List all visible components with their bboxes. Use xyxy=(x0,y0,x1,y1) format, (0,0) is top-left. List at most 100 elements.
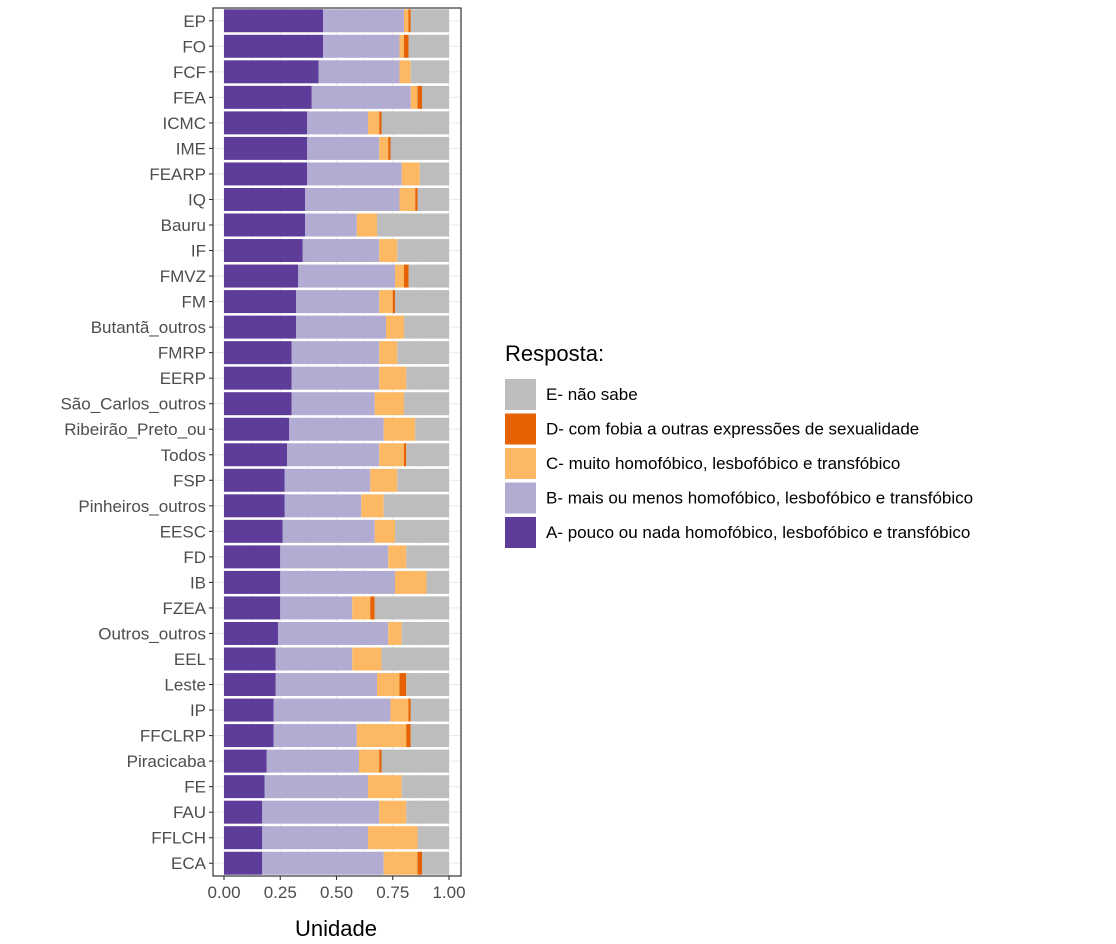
y-tick-label: FMVZ xyxy=(160,267,206,286)
bar-segment xyxy=(408,264,449,288)
bar-segment xyxy=(410,85,418,109)
y-tick-label: FFLCH xyxy=(151,829,206,848)
bar-segment xyxy=(399,187,416,211)
bar-segment xyxy=(224,749,267,773)
y-tick-label: FO xyxy=(182,37,206,56)
legend-swatch xyxy=(505,482,536,514)
bar-segment xyxy=(361,494,384,518)
bar-segment xyxy=(404,443,407,467)
y-tick-label: Pinheiros_outros xyxy=(78,497,206,516)
bar-segment xyxy=(408,9,411,33)
bar-segment xyxy=(224,417,290,441)
bar-segment xyxy=(224,647,276,671)
legend: Resposta: E- não sabe D- com fobia a outr… xyxy=(505,341,973,548)
bar-segment xyxy=(278,621,389,645)
y-tick-label: IME xyxy=(176,139,206,158)
y-tick-label: IB xyxy=(190,573,206,592)
bar-segment xyxy=(264,775,368,799)
bar-segment xyxy=(224,570,281,594)
bar-segment xyxy=(399,34,404,58)
legend-title: Resposta: xyxy=(505,341,604,366)
bar-segment xyxy=(415,417,449,441)
bar-segment xyxy=(406,800,449,824)
x-tick-label: 1.00 xyxy=(432,883,465,902)
bar-segment xyxy=(224,673,276,697)
bar-segment xyxy=(262,851,384,875)
bar-segment xyxy=(224,162,308,186)
bar-segment xyxy=(291,366,380,390)
bar-segment xyxy=(323,9,404,33)
y-tick-label: EEL xyxy=(174,650,206,669)
y-tick-label: FFCLRP xyxy=(140,727,206,746)
y-tick-label: ICMC xyxy=(163,114,206,133)
bar-segment xyxy=(275,647,353,671)
bar-segment xyxy=(404,392,449,416)
bar-segment xyxy=(379,290,393,314)
bar-segment xyxy=(280,570,395,594)
bar-segment xyxy=(224,800,263,824)
y-tick-label: Todos xyxy=(161,446,206,465)
bar-segment xyxy=(397,468,449,492)
bar-segment xyxy=(379,366,407,390)
bar-segment xyxy=(368,775,402,799)
y-tick-label: FMRP xyxy=(158,344,206,363)
y-tick-label: IF xyxy=(191,242,206,261)
bar-segment xyxy=(406,545,449,569)
x-tick-label: 0.50 xyxy=(320,883,353,902)
bar-segment xyxy=(422,85,449,109)
bar-segment xyxy=(352,647,382,671)
bar-segment xyxy=(224,468,285,492)
bar-segment xyxy=(406,724,411,748)
bar-segment xyxy=(291,392,375,416)
bar-segment xyxy=(224,621,278,645)
bar-segment xyxy=(280,596,353,620)
bar-segment xyxy=(224,724,274,748)
bar-segment xyxy=(262,800,380,824)
y-tick-label: FM xyxy=(181,293,206,312)
bar-segment xyxy=(302,239,380,263)
bar-segment xyxy=(401,162,420,186)
bars xyxy=(224,9,449,875)
bar-segment xyxy=(381,647,449,671)
bar-segment xyxy=(401,621,449,645)
bar-segment xyxy=(374,519,395,543)
panel-border xyxy=(212,7,462,877)
y-tick-label: FEARP xyxy=(149,165,206,184)
bar-segment xyxy=(224,136,308,160)
bar-segment xyxy=(404,315,449,339)
bar-segment xyxy=(224,443,287,467)
y-tick-label: Ribeirão_Preto_ou xyxy=(64,420,206,439)
bar-segment xyxy=(224,494,285,518)
bar-segment xyxy=(379,341,398,365)
bar-segment xyxy=(401,775,449,799)
bar-segment xyxy=(224,60,319,84)
y-tick-label: Bauru xyxy=(161,216,206,235)
legend-swatch xyxy=(505,448,536,479)
y-tick-label: São_Carlos_outros xyxy=(60,395,206,414)
legend-swatch xyxy=(505,413,536,445)
legend-label: E- não sabe xyxy=(546,385,638,404)
bar-segment xyxy=(224,366,292,390)
legend-label: D- com fobia a outras expressões de sexu… xyxy=(546,420,919,439)
bar-segment xyxy=(379,239,398,263)
y-tick-label: FEA xyxy=(173,88,207,107)
bar-segment xyxy=(417,187,449,211)
bar-segment xyxy=(410,698,449,722)
bar-segment xyxy=(291,341,380,365)
bar-segment xyxy=(417,85,422,109)
bar-segment xyxy=(224,341,292,365)
x-axis-title: Unidade xyxy=(295,916,377,941)
x-axis: 0.00 0.25 0.50 0.75 1.00 xyxy=(207,876,466,902)
bar-segment xyxy=(386,315,404,339)
bar-segment xyxy=(224,775,265,799)
legend-swatch xyxy=(505,379,536,410)
bar-segment xyxy=(359,749,380,773)
bar-segment xyxy=(296,315,386,339)
legend-label: C- muito homofóbico, lesbofóbico e trans… xyxy=(546,454,900,473)
bar-segment xyxy=(224,545,281,569)
bar-segment xyxy=(383,851,418,875)
bar-segment xyxy=(406,366,449,390)
bar-segment xyxy=(404,34,409,58)
bar-segment xyxy=(426,570,449,594)
y-tick-label: FAU xyxy=(173,803,206,822)
